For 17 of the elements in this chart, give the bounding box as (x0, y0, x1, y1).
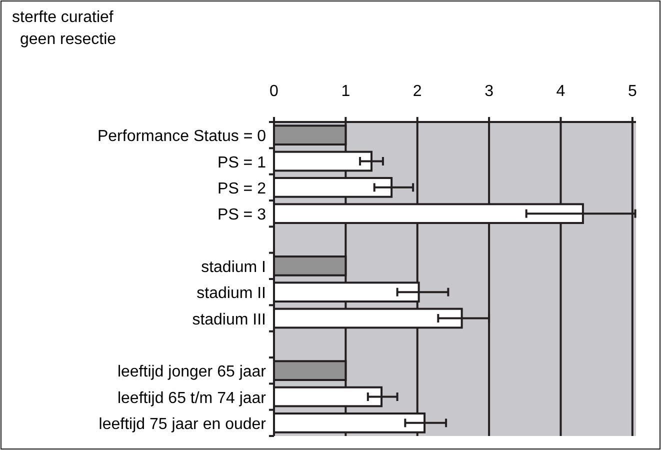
x-tick-label: 1 (341, 83, 350, 100)
y-tick-label: stadium III (192, 311, 266, 328)
y-tick-label: Performance Status = 0 (97, 128, 266, 146)
x-tick-label: 3 (484, 83, 494, 100)
y-tick-label: PS = 3 (218, 206, 266, 224)
x-tick-label: 0 (270, 83, 279, 100)
x-tick-label: 5 (628, 83, 637, 100)
y-tick-label: leeftijd jonger 65 jaar (117, 364, 267, 381)
x-tick-label: 2 (412, 83, 422, 100)
y-tick-label: PS = 1 (218, 154, 266, 172)
y-tick-label: leeftijd 65 t/m 74 jaar (117, 390, 267, 407)
y-tick-label: leeftijd 75 jaar en ouder (98, 416, 267, 433)
y-tick-label: stadium I (201, 258, 266, 276)
y-tick-label: stadium II (196, 285, 266, 302)
text: sterfte curatief geen resectie (12, 9, 116, 48)
y-tick-label: PS = 2 (218, 180, 266, 198)
x-tick-label: 4 (556, 83, 566, 100)
